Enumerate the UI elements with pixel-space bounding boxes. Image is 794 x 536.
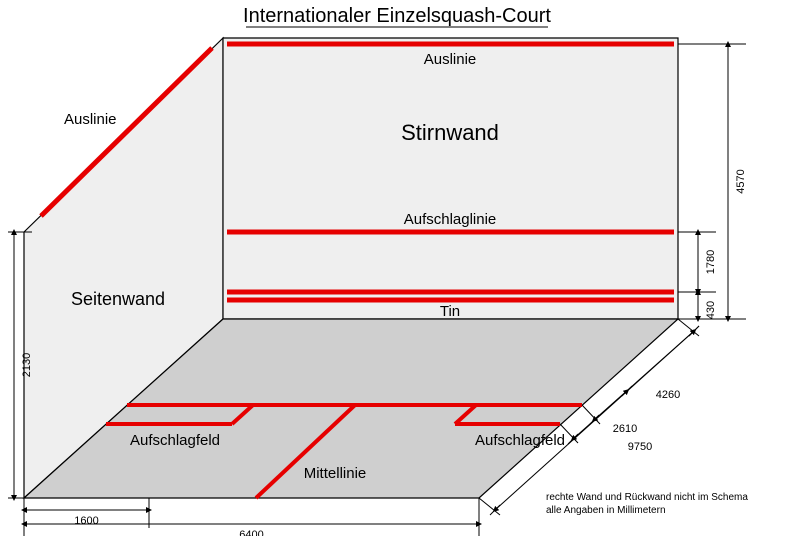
dim-4260-val: 4260 [656,389,680,401]
dim-2610-val: 2610 [613,423,637,435]
squash-court-diagram: Internationaler Einzelsquash-Court Auslin… [0,0,794,536]
dim-9750-val: 9750 [628,441,652,453]
label-aufschlagfeld-l: Aufschlagfeld [130,432,220,449]
footnote-2: alle Angaben in Millimetern [546,505,666,516]
dim-1780-val: 1780 [705,250,717,274]
label-seitenwand: Seitenwand [71,289,165,309]
label-mittellinie: Mittellinie [304,465,367,482]
front-wall [223,38,678,319]
dim-430-val: 430 [705,301,717,319]
dim-6400-val: 6400 [239,529,263,536]
label-auslinie-front: Auslinie [424,51,477,68]
dim-1600-val: 1600 [74,515,98,527]
footnote-1: rechte Wand und Rückwand nicht im Schema [546,492,748,503]
label-aufschlagfeld-r: Aufschlagfeld [475,432,565,449]
label-stirnwand: Stirnwand [401,120,499,145]
label-auslinie-side: Auslinie [64,111,117,128]
label-tin: Tin [440,303,460,320]
label-aufschlaglinie: Aufschlaglinie [404,211,497,228]
dim-4570-val: 4570 [735,169,747,193]
diagram-title: Internationaler Einzelsquash-Court [243,5,551,27]
dim-2130-val: 2130 [21,353,33,377]
